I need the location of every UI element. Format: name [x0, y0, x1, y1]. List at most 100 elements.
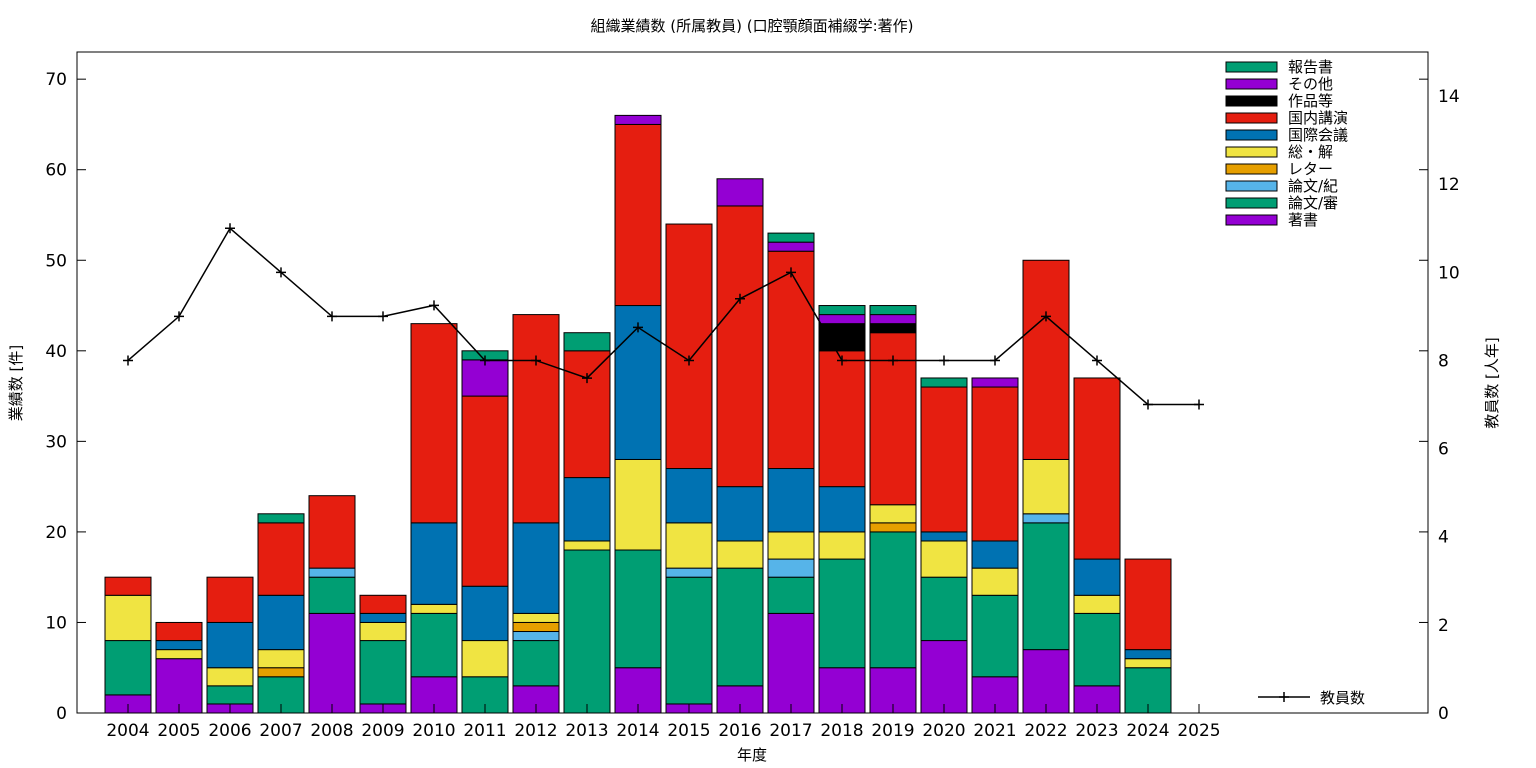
bar-segment [308, 612, 356, 714]
bar-segment [767, 612, 815, 714]
legend-label: 論文/紀 [1288, 177, 1338, 195]
bar-segment [716, 540, 764, 569]
bar-segment [257, 513, 305, 524]
bar-segment [359, 612, 407, 623]
x-tick-label: 2008 [310, 721, 353, 741]
line-layer [123, 223, 1204, 410]
bar-segment [869, 305, 917, 316]
bar-segment [359, 594, 407, 614]
bar-segment [767, 232, 815, 243]
line-point [786, 267, 796, 278]
legend-swatch [1225, 112, 1278, 124]
bar-segment [1022, 259, 1070, 460]
bar-segment [563, 540, 611, 551]
bar-segment [155, 649, 203, 660]
bar-segment [971, 377, 1019, 388]
bar-segment [920, 540, 968, 578]
legend-swatch [1225, 78, 1278, 90]
legend-swatch [1225, 214, 1278, 226]
line-point [429, 300, 439, 311]
y2-axis-label: 教員数 [人年] [1483, 337, 1501, 428]
bar-segment [869, 323, 917, 334]
x-tick-label: 2004 [106, 721, 149, 741]
bar-segment [920, 531, 968, 542]
plot-frame [76, 51, 1429, 714]
bar-segment [818, 350, 866, 488]
bar-segment [410, 323, 458, 524]
x-tick-label: 2009 [361, 721, 404, 741]
bar-segment [920, 640, 968, 714]
bar-segment [512, 621, 560, 633]
faculty-count-line [127, 227, 1199, 406]
y2-tick-label: 2 [1438, 616, 1449, 636]
bar-segment [563, 332, 611, 352]
y-tick-label: 50 [45, 251, 67, 271]
y2-tick-label: 10 [1438, 263, 1460, 283]
bar-segment [971, 386, 1019, 542]
bar-segment [767, 531, 815, 560]
bar-segment [614, 549, 662, 669]
line-point [888, 355, 898, 366]
legend-label: 国内講演 [1288, 109, 1348, 127]
x-tick-label: 2025 [1177, 721, 1220, 741]
chart-title: 組織業績数 (所属教員) (口腔顎顔面補綴学:著作) [590, 17, 913, 35]
x-tick-label: 2015 [667, 721, 710, 741]
x-tick-label: 2014 [616, 721, 659, 741]
legend-swatch [1225, 180, 1278, 192]
x-tick-label: 2022 [1024, 721, 1067, 741]
legend-label: 作品等 [1288, 92, 1333, 110]
bar-segment [461, 395, 509, 587]
bar-segment [869, 314, 917, 325]
legend-label: 論文/審 [1288, 194, 1338, 212]
bar-segment [512, 631, 560, 642]
bar-segment [512, 522, 560, 614]
bar-segment [308, 576, 356, 614]
x-tick-label: 2019 [871, 721, 914, 741]
bar-segment [206, 621, 254, 669]
bar-segment [920, 377, 968, 388]
bar-segment [257, 522, 305, 596]
y2-tick-label: 6 [1438, 440, 1449, 460]
legend-swatch [1225, 163, 1278, 175]
line-point [174, 311, 184, 322]
bar-segment [410, 612, 458, 678]
x-tick-label: 2020 [922, 721, 965, 741]
y2-axis: 0 2 4 6 8 10 12 14 [1438, 87, 1460, 724]
bar-segment [359, 640, 407, 705]
bar-segment [665, 567, 713, 578]
x-tick-label: 2024 [1126, 721, 1169, 741]
bar-segment [716, 178, 764, 207]
bar-segment [461, 359, 509, 397]
x-tick-label: 2011 [463, 721, 506, 741]
y2-tick-label: 14 [1438, 87, 1460, 107]
x-tick-label: 2010 [412, 721, 455, 741]
bar-segment [818, 305, 866, 316]
bar-segment [818, 531, 866, 560]
bar-segment [206, 685, 254, 705]
y-tick-label: 70 [45, 70, 67, 90]
bar-segment [665, 576, 713, 705]
bar-segment [767, 241, 815, 252]
bars-layer [104, 114, 1172, 714]
legend-label: 総・解 [1288, 143, 1333, 161]
bar-segment [818, 314, 866, 325]
y-tick-label: 60 [45, 161, 67, 181]
bar-segment [155, 658, 203, 714]
line-point [378, 311, 388, 322]
x-tick-label: 2006 [208, 721, 251, 741]
line-point [225, 223, 235, 234]
bar-segment [308, 567, 356, 578]
line-point [1194, 399, 1204, 410]
line-point [327, 311, 337, 322]
line-point [123, 355, 133, 366]
bar-segment [971, 540, 1019, 569]
x-tick-label: 2023 [1075, 721, 1118, 741]
bar-segment [665, 522, 713, 569]
y-tick-label: 30 [45, 432, 67, 452]
x-tick-label: 2018 [820, 721, 863, 741]
line-point [684, 355, 694, 366]
legend-swatch [1225, 95, 1278, 107]
line-point [1041, 311, 1051, 322]
legend-swatch [1225, 129, 1278, 141]
x-tick-label: 2005 [157, 721, 200, 741]
